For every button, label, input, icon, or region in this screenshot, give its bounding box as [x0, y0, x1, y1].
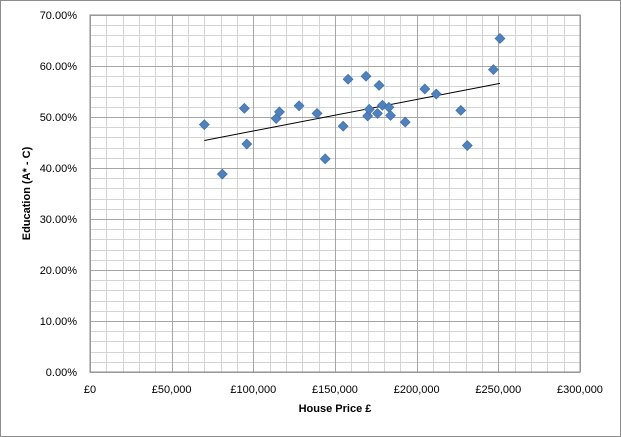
data-point	[399, 116, 411, 128]
y-tick-label: 40.00%	[40, 163, 78, 175]
data-point	[419, 83, 431, 95]
y-tick-label: 20.00%	[40, 265, 78, 277]
data-point	[360, 70, 372, 82]
y-tick-label: 70.00%	[40, 10, 78, 22]
trendline	[204, 82, 501, 141]
data-points	[198, 33, 506, 180]
data-point	[241, 138, 253, 150]
x-tick-label: £0	[84, 384, 96, 396]
gridlines	[90, 15, 581, 373]
data-point	[385, 110, 396, 121]
plot-area	[89, 14, 581, 373]
trendline-group	[204, 82, 501, 141]
data-point	[274, 106, 285, 118]
data-point	[430, 88, 442, 100]
x-tick-label: £100,000	[230, 384, 276, 396]
tick-labels: £0 £50,000 £100,000 £150,000 £200,000 £250,00…	[40, 10, 603, 396]
x-tick-label: £200,000	[394, 384, 440, 396]
data-point	[342, 73, 354, 85]
data-point	[311, 108, 323, 119]
data-point	[293, 100, 305, 112]
x-tick-label: £50,000	[152, 384, 192, 396]
y-axis-title: Education (A* - C)	[21, 146, 33, 240]
y-tick-label: 10.00%	[40, 316, 78, 328]
data-point	[363, 103, 375, 115]
data-point	[216, 168, 228, 180]
data-point	[455, 104, 467, 116]
x-tick-label: £300,000	[557, 384, 603, 396]
data-point	[488, 64, 499, 75]
x-axis-title: House Price £	[299, 403, 372, 415]
y-tick-label: 0.00%	[46, 367, 77, 379]
data-point	[494, 33, 506, 44]
data-point	[319, 153, 331, 165]
x-tick-label: £150,000	[312, 384, 358, 396]
data-point	[461, 140, 473, 151]
y-tick-label: 50.00%	[40, 112, 78, 124]
data-point	[198, 119, 210, 131]
y-tick-label: 30.00%	[40, 214, 78, 226]
data-point	[238, 102, 250, 114]
data-point	[337, 120, 349, 132]
data-point	[372, 108, 383, 119]
y-tick-label: 60.00%	[40, 61, 78, 73]
data-point	[373, 79, 385, 91]
x-tick-label: £250,000	[475, 384, 521, 396]
